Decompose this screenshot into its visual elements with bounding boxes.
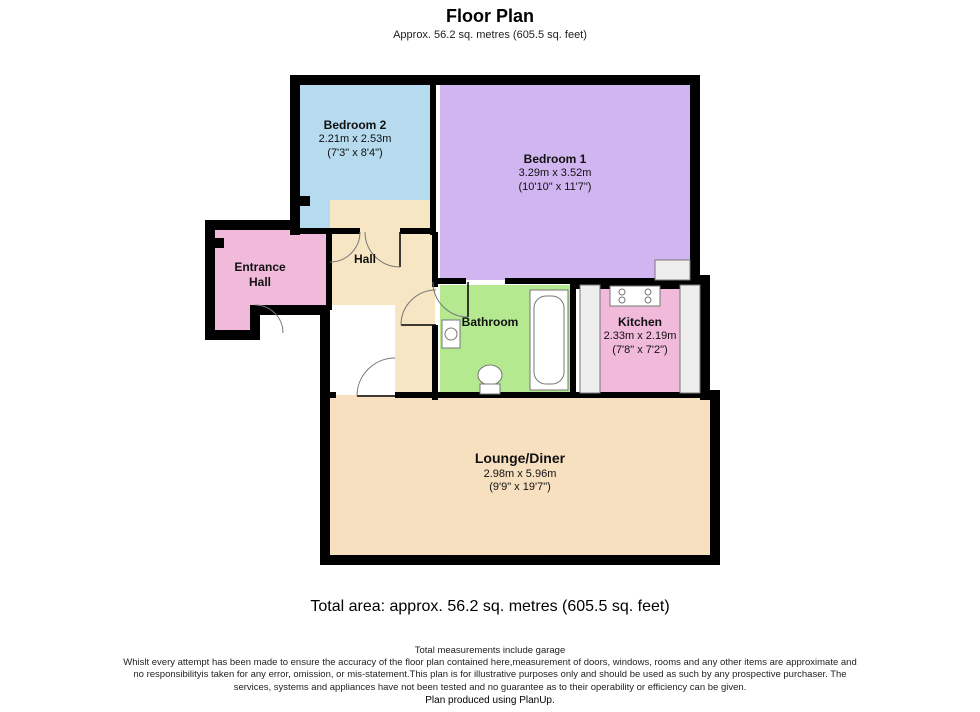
total-area-text: Total area: approx. 56.2 sq. metres (605… [0, 598, 980, 616]
credit-text: Plan produced using PlanUp. [0, 695, 980, 706]
room-label-bathroom: Bathroom [430, 315, 550, 330]
disclaimer-line: Whislt every attempt has been made to en… [120, 657, 860, 694]
room-label-entrance: EntranceHall [200, 260, 320, 290]
disclaimer-line: Total measurements include garage [120, 645, 860, 657]
room-label-bedroom2: Bedroom 22.21m x 2.53m(7'3" x 8'4") [295, 118, 415, 161]
room-label-kitchen: Kitchen2.33m x 2.19m(7'8" x 7'2") [580, 315, 700, 358]
disclaimer-text: Total measurements include garage Whislt… [120, 645, 860, 694]
room-label-bedroom1: Bedroom 13.29m x 3.52m(10'10" x 11'7") [495, 152, 615, 195]
floor-plan-svg [0, 0, 980, 600]
room-label-lounge: Lounge/Diner2.98m x 5.96m(9'9" x 19'7") [460, 450, 580, 495]
room-label-hall: Hall [305, 252, 425, 267]
